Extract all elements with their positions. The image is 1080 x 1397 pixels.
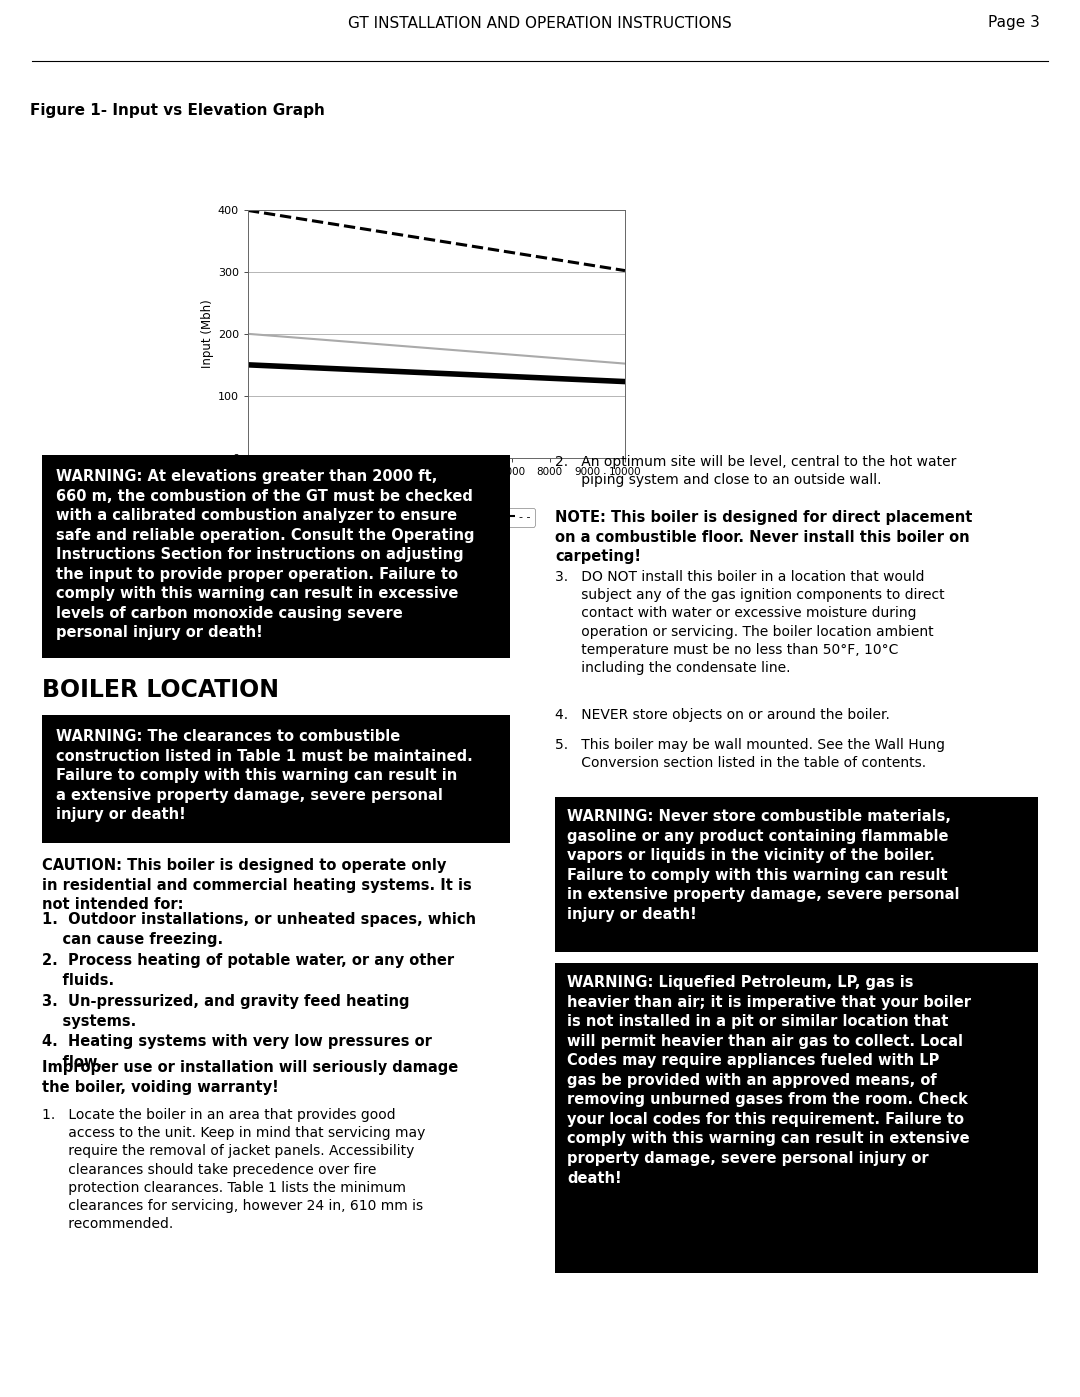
Bar [42, 715, 510, 842]
Text: Figure 1- Input vs Elevation Graph: Figure 1- Input vs Elevation Graph [30, 102, 325, 117]
Text: 3.   DO NOT install this boiler in a location that would
      subject any of th: 3. DO NOT install this boiler in a locat… [555, 570, 945, 675]
Text: 1.   Locate the boiler in an area that provides good
      access to the unit. K: 1. Locate the boiler in an area that pro… [42, 1108, 426, 1231]
Text: Page 3: Page 3 [988, 15, 1040, 31]
Text: BOILER LOCATION: BOILER LOCATION [42, 678, 279, 703]
Bar [42, 455, 510, 658]
Text: WARNING: The clearances to combustible
construction listed in Table 1 must be ma: WARNING: The clearances to combustible c… [56, 729, 473, 823]
Text: WARNING: Liquefied Petroleum, LP, gas is
heavier than air; it is imperative that: WARNING: Liquefied Petroleum, LP, gas is… [567, 975, 971, 1186]
Text: WARNING: Never store combustible materials,
gasoline or any product containing f: WARNING: Never store combustible materia… [567, 809, 959, 922]
Y-axis label: Input (Mbh): Input (Mbh) [201, 299, 214, 369]
Text: Improper use or installation will seriously damage
the boiler, voiding warranty!: Improper use or installation will seriou… [42, 1060, 458, 1095]
Text: NOTE: This boiler is designed for direct placement
on a combustible floor. Never: NOTE: This boiler is designed for direct… [555, 510, 972, 564]
X-axis label: Elevation (ft): Elevation (ft) [399, 481, 475, 495]
Bar [555, 963, 1038, 1273]
Bar [555, 798, 1038, 951]
Text: 2.   An optimum site will be level, central to the hot water
      piping system: 2. An optimum site will be level, centra… [555, 455, 957, 488]
Text: CAUTION: This boiler is designed to operate only
in residential and commercial h: CAUTION: This boiler is designed to oper… [42, 858, 472, 912]
Text: GT INSTALLATION AND OPERATION INSTRUCTIONS: GT INSTALLATION AND OPERATION INSTRUCTIO… [348, 15, 732, 31]
Legend: GT-150, GT-200, GT-400, - -: GT-150, GT-200, GT-400, - - [219, 507, 535, 527]
Text: 4.   NEVER store objects on or around the boiler.: 4. NEVER store objects on or around the … [555, 708, 890, 722]
Text: 5.   This boiler may be wall mounted. See the Wall Hung
      Conversion section: 5. This boiler may be wall mounted. See … [555, 738, 945, 770]
Text: WARNING: At elevations greater than 2000 ft,
660 m, the combustion of the GT mus: WARNING: At elevations greater than 2000… [56, 469, 474, 640]
Text: 1.  Outdoor installations, or unheated spaces, which
    can cause freezing.
2. : 1. Outdoor installations, or unheated sp… [42, 912, 476, 1070]
